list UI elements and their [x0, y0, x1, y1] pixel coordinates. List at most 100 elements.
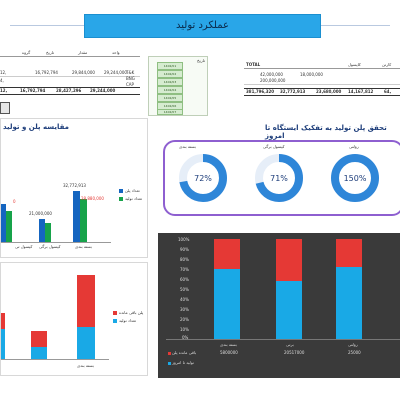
ytick-70: 70%	[180, 267, 189, 272]
dark-bar2-blue	[276, 281, 302, 339]
remaining-cat-label-3: بسته بندی	[77, 363, 94, 368]
dark-row2-swatch	[168, 362, 171, 365]
dark-bar3-red	[336, 239, 362, 267]
ytick-50: 50%	[180, 287, 189, 292]
right-col-header-5: کارتن	[382, 62, 392, 67]
dark-col-1: بسته بندی	[220, 342, 237, 347]
ytick-40: 40%	[180, 297, 189, 302]
gauges-panel: تحقق پلن تولید به تفکیک ایستگاه تا امروز…	[163, 124, 400, 216]
bar-produced-cat1	[45, 223, 51, 242]
right-row1-c3: 18,000,000	[300, 72, 323, 77]
right-col-header-4: کاپسول	[348, 62, 361, 67]
right-row2-c2: 200,000,000	[260, 78, 286, 83]
dark-bar1-red	[214, 239, 240, 269]
label-cat2-top: 32,772,913	[63, 183, 86, 188]
left-total-c3: 28,427,296	[56, 88, 82, 93]
ytick-60: 60%	[180, 277, 189, 282]
dark-row1-swatch	[168, 352, 171, 355]
gauges-panel-title: تحقق پلن تولید به تفکیک ایستگاه تا امروز	[265, 124, 387, 140]
left-row2-c1: 4,	[0, 78, 4, 83]
compare-cat-label-1: کپسول تی	[15, 244, 33, 249]
stack1-blue	[31, 347, 47, 359]
label-cat2-red: 28,880,000	[81, 196, 104, 201]
left-total-c4: 29,244,000	[90, 88, 116, 93]
left-table-total-row	[0, 87, 140, 95]
ytick-80: 80%	[180, 257, 189, 262]
label-cat1-top: 21,000,000	[29, 211, 52, 216]
left-table-header	[0, 56, 140, 57]
date-slicer[interactable]: تاریخ 1402/01 1402/02 1402/03 1402/04 14…	[148, 56, 208, 116]
legend-plan-swatch	[119, 189, 123, 193]
slicer-item-7[interactable]: 1402/07	[157, 109, 183, 115]
legend-produced2-label: تعداد تولید	[119, 318, 137, 323]
gauge-1-label: بسته بندی	[179, 144, 196, 149]
left-total-c2: 16,792,794	[20, 88, 46, 93]
remaining-x-axis	[1, 359, 109, 360]
left-side-label-3: CAP	[126, 82, 134, 87]
bar-plan-cat1	[39, 219, 45, 242]
right-table-rowline	[244, 84, 400, 85]
dark-bar2-red	[276, 239, 302, 281]
left-row1-c4: 29,244,000	[104, 70, 127, 75]
dark-row2-label: تولید تا امروز	[172, 360, 194, 365]
gauge-2-label: کپسول برگی	[263, 144, 285, 149]
dark-table: بسته بندی برتی رولتی باقی مانده پلن 5800…	[166, 339, 400, 378]
bar-plan-cat0	[1, 204, 6, 242]
ytick-30: 30%	[180, 307, 189, 312]
right-table-header	[244, 68, 400, 69]
dark-row1-c2: 20517000	[284, 350, 305, 355]
left-side-label-2: BNG	[126, 76, 135, 81]
left-col-header-2: تاریخ	[46, 50, 54, 55]
right-col-header-1: TOTAL	[246, 62, 261, 67]
left-table-rowline	[0, 76, 140, 77]
refresh-button[interactable]	[0, 102, 10, 114]
left-total-c1: 12,	[0, 88, 8, 93]
dark-row1-c1: 5800000	[220, 350, 238, 355]
legend-produced-swatch	[119, 197, 123, 201]
gauge-2: 71%	[255, 154, 303, 202]
slicer-item-4[interactable]: 1402/04	[157, 86, 183, 94]
legend-plan-label: تعداد پلن	[125, 188, 140, 193]
legend-produced2-swatch	[113, 319, 117, 323]
left-row1-c2: 16,792,794	[35, 70, 58, 75]
right-total-c2: 32,772,913	[280, 89, 306, 94]
gauge-1-value: 72%	[194, 174, 212, 183]
gauge-2-arc	[255, 154, 303, 202]
left-side-label-1: T&K	[126, 70, 135, 75]
stack2-blue	[77, 327, 95, 359]
label-cat0-red: 0	[13, 199, 16, 204]
remaining-plan-panel: پلن باقی مانده تعداد تولید بسته بندی	[0, 262, 148, 376]
dark-row1-c3: 25000	[348, 350, 361, 355]
compare-x-axis	[1, 242, 111, 243]
left-col-header-3: مقدار	[78, 50, 88, 55]
slicer-item-5[interactable]: 1402/05	[157, 94, 183, 102]
gauge-1: 72%	[179, 154, 227, 202]
legend-remaining-swatch	[113, 311, 117, 315]
ytick-0: 0%	[182, 335, 189, 340]
stack2-red	[77, 275, 95, 327]
dark-row1-label: باقی مانده پلن	[172, 350, 197, 355]
ytick-10: 10%	[180, 327, 189, 332]
slicer-item-1[interactable]: 1402/01	[157, 62, 183, 70]
stack1-red	[31, 331, 47, 347]
dark-stacked-panel: 100% 90% 80% 70% 60% 50% 40% 30% 20% 10%…	[158, 233, 400, 378]
gauge-3-label: رولتی	[349, 144, 359, 149]
slicer-item-3[interactable]: 1402/03	[157, 78, 183, 86]
right-total-c3: 23,680,000	[316, 89, 342, 94]
ytick-20: 20%	[180, 317, 189, 322]
legend-produced-label: تعداد تولید	[125, 196, 143, 201]
bar-plan-cat2	[73, 191, 80, 242]
slicer-label: تاریخ	[197, 58, 205, 63]
right-total-c4: 14,167,812	[348, 89, 374, 94]
left-col-header-1: گروه	[22, 50, 31, 55]
compare-cat-label-3: بسته بندی	[75, 244, 92, 249]
stack0-blue	[1, 329, 5, 359]
right-total-c1: 381,796,320	[246, 89, 275, 94]
slicer-item-2[interactable]: 1402/02	[157, 70, 183, 78]
gauge-3: 150%	[331, 154, 379, 202]
left-col-header-4: واحد	[112, 50, 120, 55]
right-table-total-row	[244, 88, 400, 96]
ytick-100: 100%	[178, 237, 190, 242]
gauge-1-arc	[179, 154, 227, 202]
left-summary-table: گروه تاریخ مقدار واحد 12, 16,792,794 29,…	[0, 50, 140, 96]
